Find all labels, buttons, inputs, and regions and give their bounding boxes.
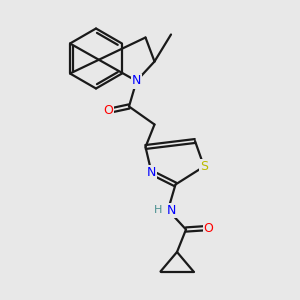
- Text: H: H: [154, 205, 163, 215]
- Text: S: S: [200, 160, 208, 173]
- Text: N: N: [147, 166, 156, 179]
- Text: O: O: [204, 221, 213, 235]
- Text: O: O: [103, 104, 113, 118]
- Text: N: N: [166, 203, 176, 217]
- Text: N: N: [132, 74, 141, 88]
